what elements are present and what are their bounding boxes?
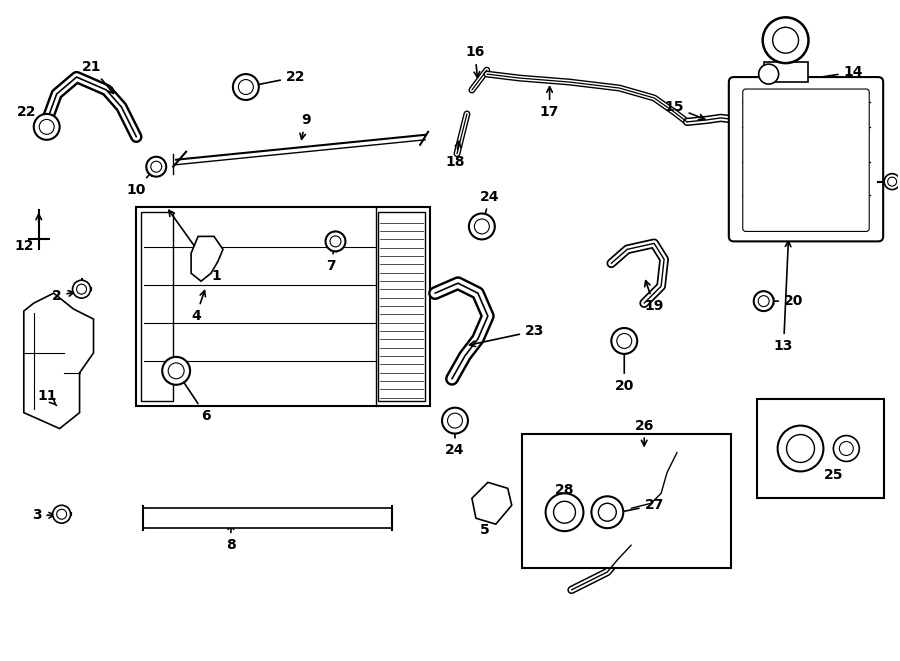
Text: 13: 13 — [774, 241, 793, 353]
Text: 28: 28 — [554, 483, 574, 510]
Circle shape — [840, 442, 853, 455]
Text: 22: 22 — [250, 70, 305, 88]
Circle shape — [238, 79, 253, 95]
Text: 21: 21 — [82, 60, 113, 93]
Text: 20: 20 — [769, 294, 803, 308]
Circle shape — [887, 177, 896, 186]
Bar — [143, 508, 392, 528]
Text: 2: 2 — [52, 289, 74, 303]
Polygon shape — [472, 483, 512, 524]
Text: 24: 24 — [446, 425, 464, 457]
Circle shape — [53, 505, 70, 524]
Circle shape — [616, 334, 632, 348]
Text: 16: 16 — [465, 45, 484, 77]
Bar — [757, 399, 884, 498]
Text: 1: 1 — [169, 210, 220, 283]
Circle shape — [778, 426, 824, 471]
Text: 11: 11 — [37, 389, 57, 405]
Text: 27: 27 — [609, 498, 664, 516]
Circle shape — [554, 501, 575, 524]
Circle shape — [598, 503, 616, 521]
Circle shape — [591, 496, 624, 528]
Bar — [141, 212, 173, 401]
Circle shape — [57, 509, 67, 519]
Circle shape — [330, 236, 341, 247]
Bar — [522, 434, 731, 568]
Circle shape — [147, 157, 166, 176]
Bar — [764, 62, 808, 82]
Text: 17: 17 — [540, 87, 559, 119]
Circle shape — [545, 493, 583, 531]
Text: 10: 10 — [127, 170, 153, 196]
Text: 19: 19 — [644, 281, 664, 313]
Polygon shape — [191, 237, 223, 281]
Text: 4: 4 — [191, 291, 205, 323]
Circle shape — [833, 436, 860, 461]
Circle shape — [151, 161, 162, 172]
Circle shape — [758, 295, 770, 307]
FancyBboxPatch shape — [742, 89, 869, 231]
Circle shape — [611, 328, 637, 354]
Text: 5: 5 — [480, 505, 491, 537]
Circle shape — [442, 408, 468, 434]
Circle shape — [469, 214, 495, 239]
Text: 7: 7 — [326, 246, 337, 273]
Polygon shape — [23, 293, 94, 428]
Circle shape — [787, 434, 814, 463]
Text: 24: 24 — [480, 190, 500, 222]
Text: 14: 14 — [793, 65, 863, 83]
Text: 8: 8 — [226, 524, 236, 552]
FancyBboxPatch shape — [729, 77, 883, 241]
Text: 6: 6 — [179, 375, 211, 422]
Circle shape — [40, 120, 54, 134]
Text: 25: 25 — [824, 469, 843, 483]
Text: 15: 15 — [664, 100, 705, 120]
Text: 20: 20 — [615, 346, 634, 393]
Circle shape — [772, 27, 798, 53]
Bar — [136, 206, 430, 406]
Circle shape — [168, 363, 184, 379]
Circle shape — [34, 114, 59, 140]
Circle shape — [326, 231, 346, 251]
Circle shape — [76, 284, 86, 294]
Text: 22: 22 — [17, 105, 43, 124]
Circle shape — [762, 17, 808, 63]
Circle shape — [73, 280, 91, 298]
Text: 9: 9 — [300, 113, 310, 139]
Circle shape — [753, 291, 774, 311]
Text: 3: 3 — [32, 508, 55, 522]
Text: 12: 12 — [14, 239, 33, 253]
Circle shape — [447, 413, 463, 428]
Circle shape — [162, 357, 190, 385]
Bar — [378, 212, 425, 401]
Text: 23: 23 — [470, 324, 544, 346]
Text: 18: 18 — [446, 141, 464, 169]
Circle shape — [759, 64, 778, 84]
Text: 26: 26 — [634, 418, 654, 446]
Circle shape — [233, 74, 259, 100]
Circle shape — [474, 219, 490, 234]
Circle shape — [884, 174, 900, 190]
